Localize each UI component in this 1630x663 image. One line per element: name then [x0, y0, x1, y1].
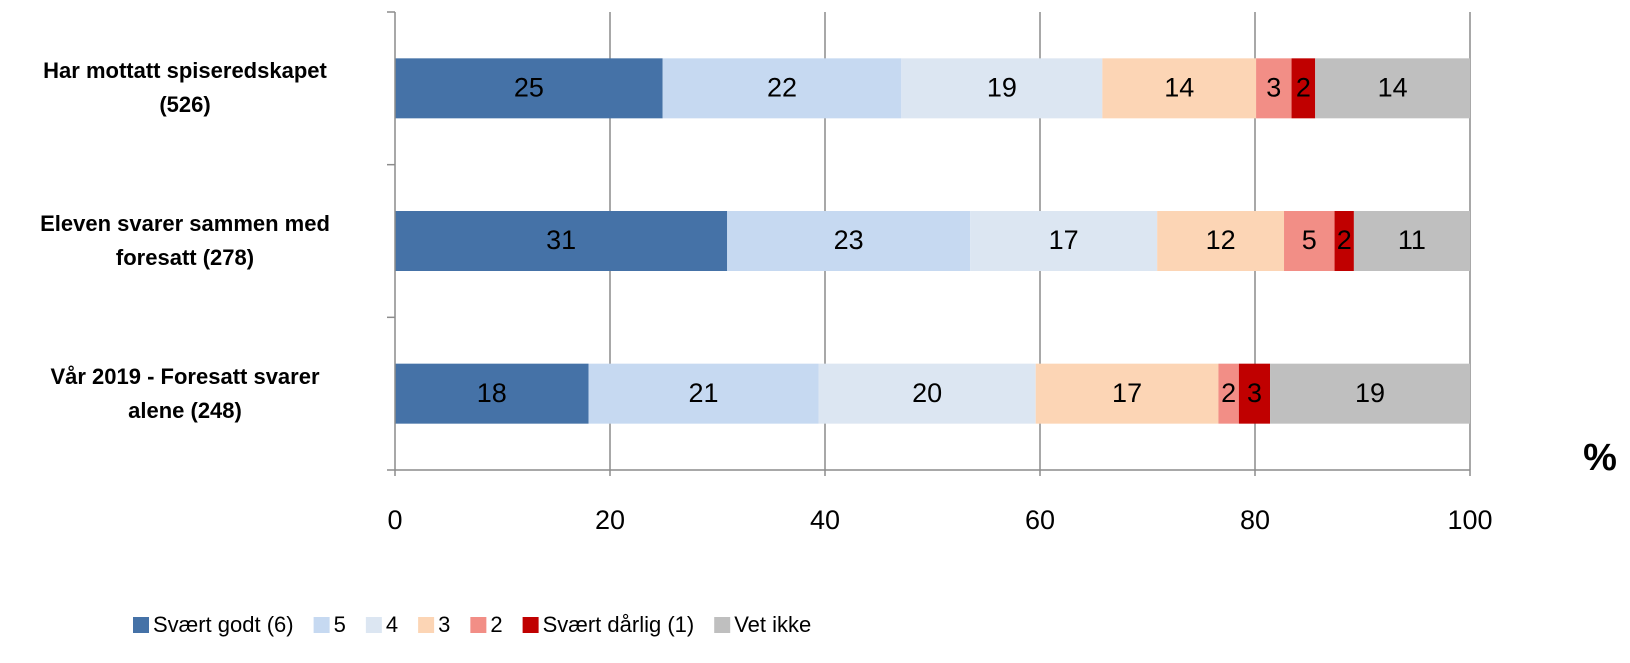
y-tick-label: Vår 2019 - Foresatt svarer alene (248)	[50, 363, 320, 423]
bar-segment	[1256, 58, 1292, 119]
data-label: 22	[767, 72, 797, 102]
legend-label: 2	[490, 612, 502, 637]
data-label: 2	[1221, 378, 1236, 408]
x-axis-label: %	[1583, 437, 1617, 479]
data-label: 18	[477, 378, 507, 408]
data-label: 14	[1164, 72, 1194, 102]
data-label: 5	[1302, 225, 1317, 255]
data-label: 3	[1247, 378, 1262, 408]
data-label: 2	[1337, 225, 1352, 255]
data-label: 17	[1112, 378, 1142, 408]
data-label: 19	[1355, 378, 1385, 408]
data-label: 19	[987, 72, 1017, 102]
bar-segment	[588, 363, 819, 424]
data-label: 14	[1378, 72, 1408, 102]
legend-label: Svært godt (6)	[153, 612, 294, 637]
data-label: 21	[689, 378, 719, 408]
y-tick-label: Eleven svarer sammen med foresatt (278)	[40, 211, 330, 270]
x-tick-label: 60	[1025, 505, 1055, 535]
x-tick-label: 100	[1447, 505, 1492, 535]
x-tick-label: 20	[595, 505, 625, 535]
bar-segment	[1284, 211, 1335, 271]
bar-segment	[1238, 363, 1271, 424]
data-label: 17	[1049, 225, 1079, 255]
bar-segment	[1270, 363, 1470, 424]
bar-segment	[1353, 211, 1470, 271]
data-label: 11	[1398, 225, 1426, 255]
data-label: 2	[1296, 72, 1311, 102]
bar-segment	[1315, 58, 1470, 119]
data-label: 20	[912, 378, 942, 408]
legend-swatch	[365, 617, 382, 633]
legend-label: 4	[386, 612, 398, 637]
data-label: 23	[834, 225, 864, 255]
legend-label: 3	[438, 612, 450, 637]
bar-segment	[395, 58, 663, 119]
bar-segment	[1291, 58, 1316, 119]
x-tick-label: 40	[810, 505, 840, 535]
legend-swatch	[470, 617, 487, 633]
x-tick-label: 80	[1240, 505, 1270, 535]
bar-segment	[395, 363, 589, 424]
bar-segment	[901, 58, 1103, 119]
bar-segment	[727, 211, 971, 271]
bar-segment	[818, 363, 1036, 424]
bar-segment	[662, 58, 902, 119]
data-label: 3	[1266, 72, 1281, 102]
data-label: 12	[1206, 225, 1236, 255]
legend-swatch	[133, 617, 149, 633]
y-tick-label: Har mottatt spiseredskapet (526)	[43, 58, 327, 118]
bar-segment	[1218, 363, 1239, 424]
legend-swatch	[418, 617, 435, 633]
legend-label: Svært dårlig (1)	[543, 612, 695, 637]
legend-label: Vet ikke	[734, 612, 811, 637]
data-label: 25	[514, 72, 544, 102]
bar-segment	[1102, 58, 1257, 119]
bar-segment	[1157, 211, 1285, 271]
legend-swatch	[714, 617, 731, 633]
legend-swatch	[522, 617, 539, 633]
x-tick-label: 0	[387, 505, 402, 535]
bar-segment	[1334, 211, 1354, 271]
legend-label: 5	[334, 612, 346, 637]
data-label: 31	[546, 225, 576, 255]
legend-swatch	[313, 617, 330, 633]
bar-segment	[395, 211, 728, 271]
bar-segment	[970, 211, 1158, 271]
bar-segment	[1035, 363, 1219, 424]
